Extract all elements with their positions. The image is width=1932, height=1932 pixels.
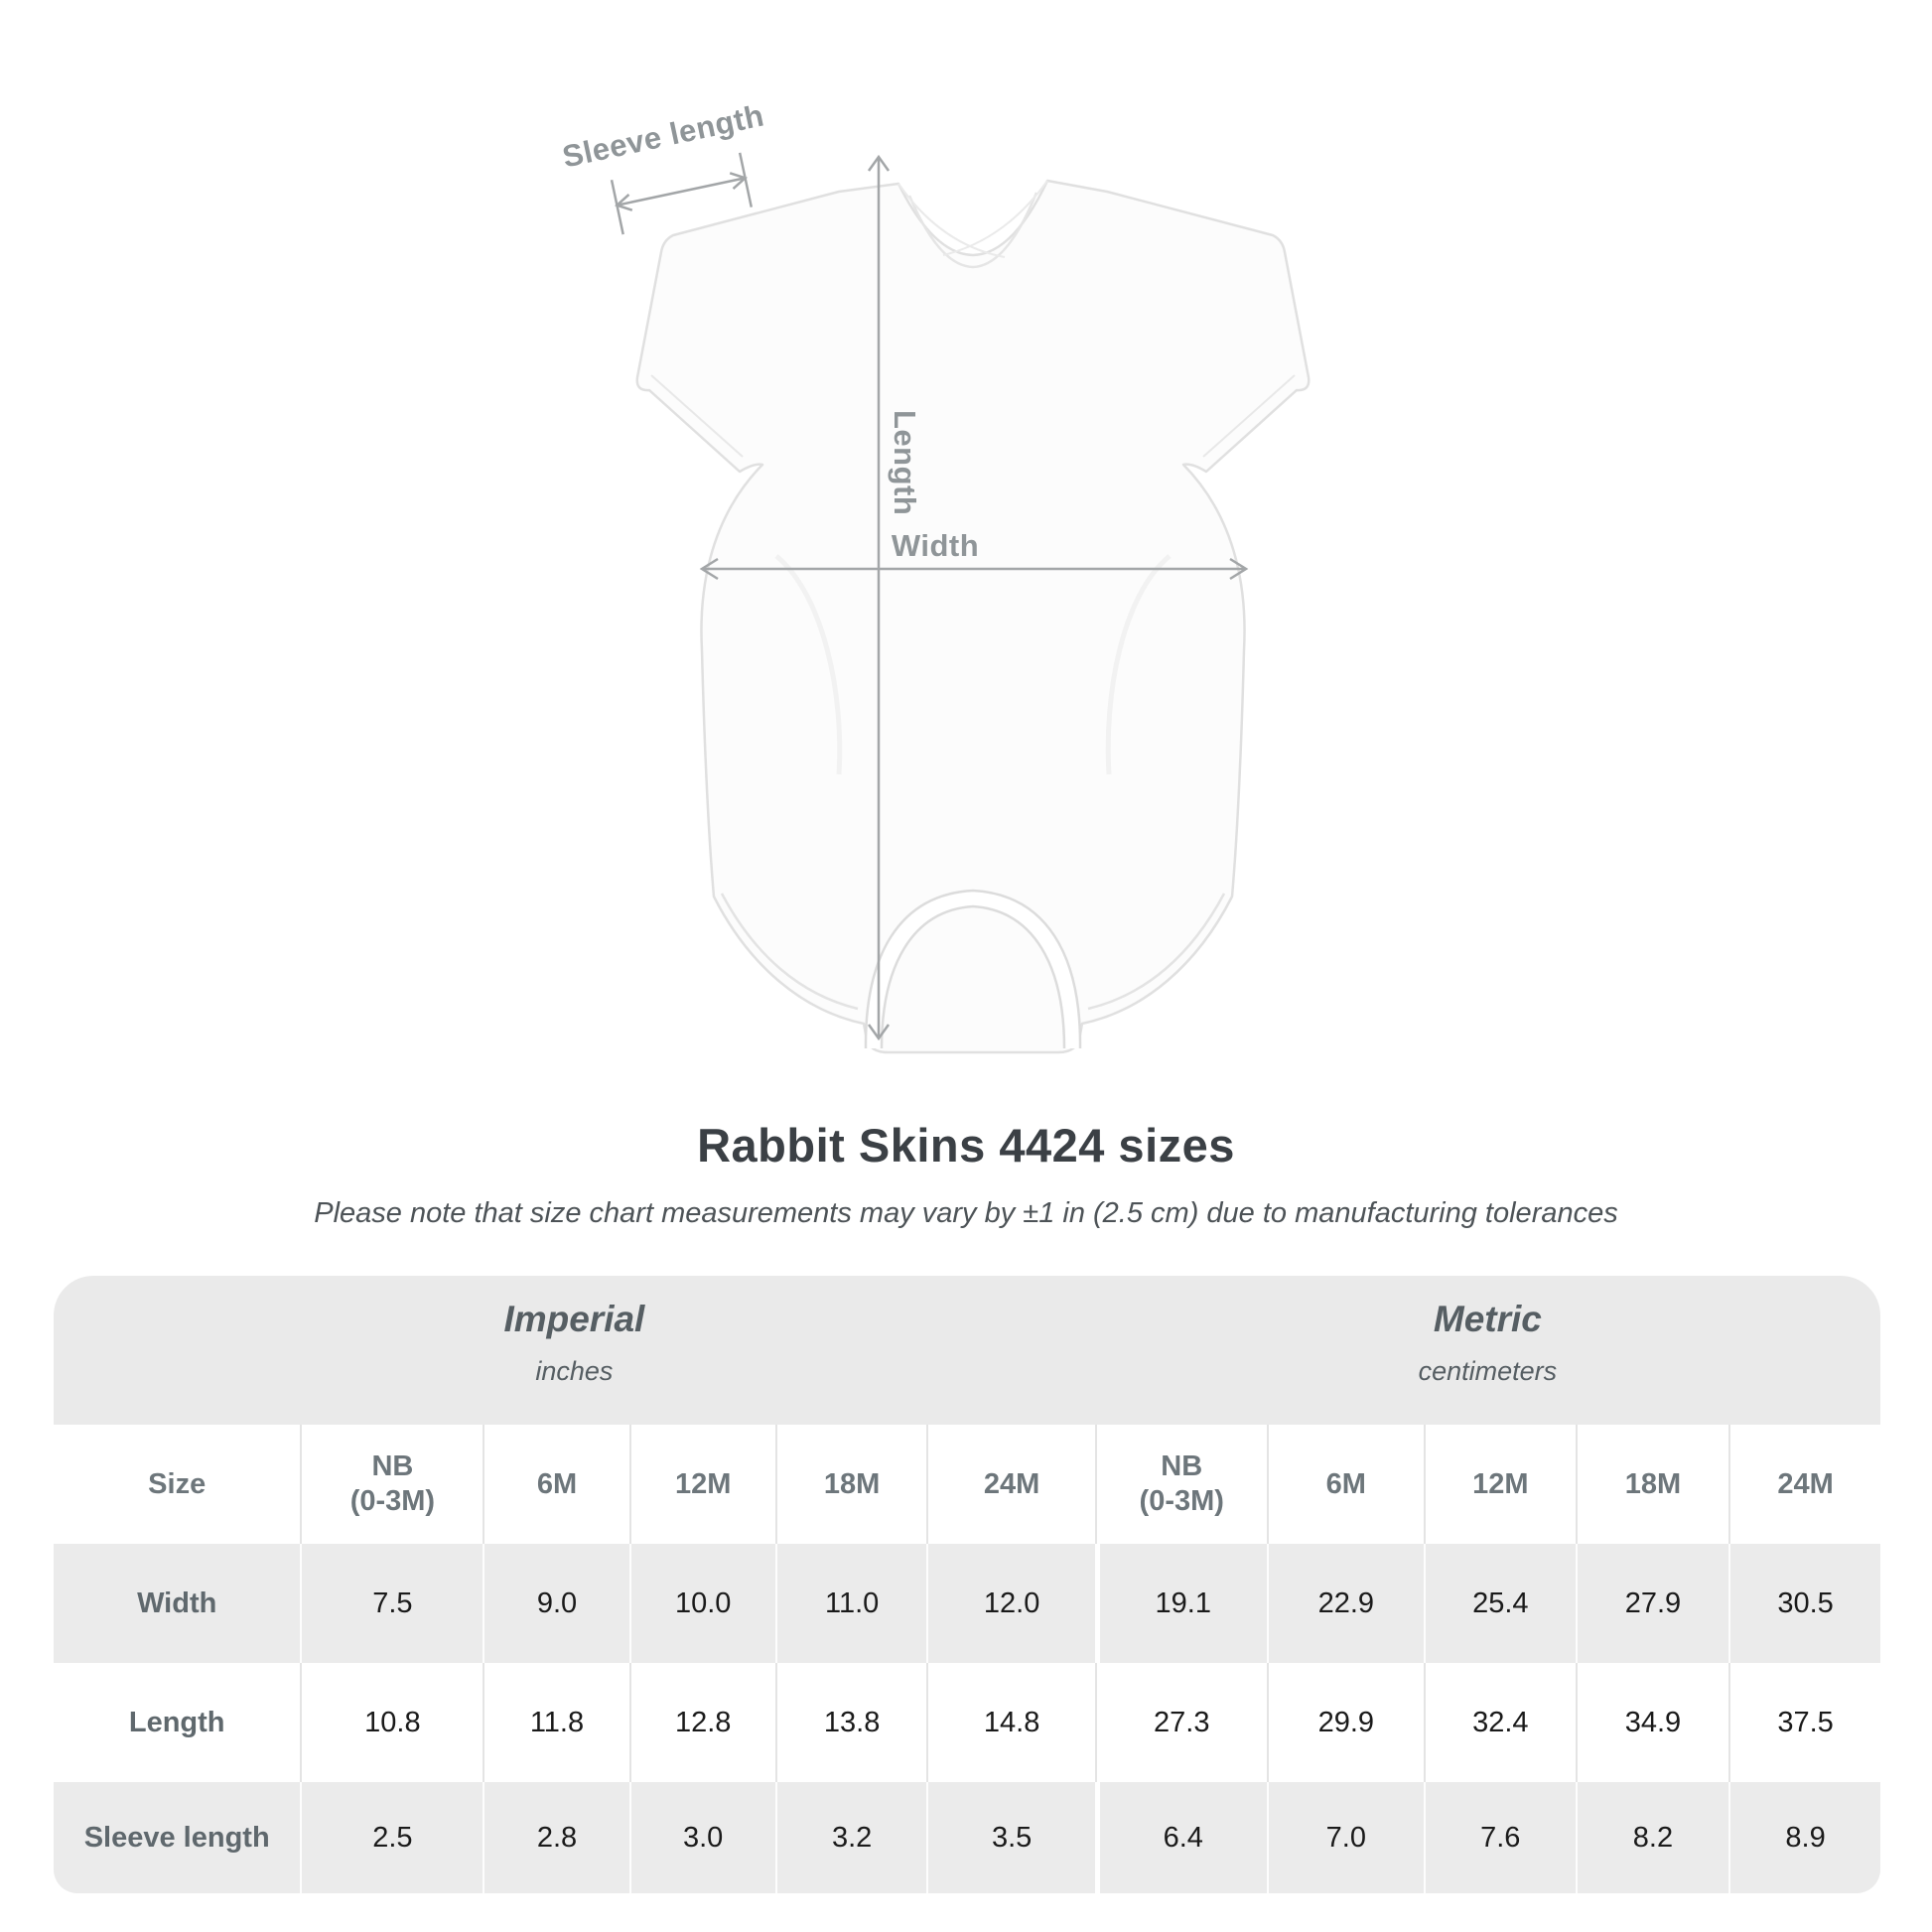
- width-label: Width: [892, 528, 979, 563]
- right-leg-binding-seam: [1087, 893, 1226, 1011]
- row-label: Sleeve length: [83, 1821, 270, 1854]
- length-label: Length: [888, 410, 922, 515]
- arrowhead-right-icon: [1229, 557, 1249, 581]
- table-cell: 7.0: [1266, 1782, 1424, 1893]
- column-header: 18M: [774, 1425, 927, 1544]
- table-cell: 6.4: [1094, 1782, 1267, 1893]
- table-cell: 19.1: [1094, 1544, 1267, 1663]
- table-cell: 27.3: [1094, 1663, 1267, 1782]
- row-label: Width: [137, 1587, 217, 1619]
- table-cell: 7.6: [1423, 1782, 1576, 1893]
- table-cell: 14.8: [926, 1663, 1094, 1782]
- table-cell: 12.0: [926, 1544, 1094, 1663]
- table-cell: 22.9: [1266, 1544, 1424, 1663]
- column-header: 6M: [1266, 1425, 1424, 1544]
- table-cell: 3.0: [628, 1782, 775, 1893]
- imperial-unit: inches: [535, 1355, 614, 1386]
- column-header-line1: 24M: [1777, 1467, 1834, 1500]
- right-lap-shoulder-seam: [942, 180, 1048, 256]
- column-header-line2: (0-3M): [349, 1485, 436, 1517]
- table-cell: 10.0: [628, 1544, 775, 1663]
- imperial-section-header: Imperial inches: [54, 1268, 1095, 1417]
- column-header-line1: NB: [1161, 1450, 1203, 1483]
- table-cell: 3.2: [774, 1782, 927, 1893]
- table-header-row: Size NB (0-3M) 6M 12M 18M 24M NB (0-3M) 6M…: [54, 1425, 1880, 1544]
- column-header: 18M: [1575, 1425, 1729, 1544]
- left-leg-binding-seam: [720, 893, 859, 1011]
- table-cell: 7.5: [300, 1544, 483, 1663]
- row-label: Length: [128, 1706, 225, 1738]
- snap-flap-inner-seam: [880, 904, 1066, 1049]
- column-header-line1: 12M: [674, 1467, 732, 1500]
- column-header-line1: NB: [371, 1450, 414, 1483]
- table-cell: 11.0: [774, 1544, 927, 1663]
- table-cell: 10.8: [300, 1663, 483, 1782]
- column-header-line1: 18M: [1624, 1467, 1682, 1500]
- size-table: Imperial inches Metric centimeters Size …: [54, 1276, 1880, 1893]
- page-title: Rabbit Skins 4424 sizes: [697, 1119, 1235, 1172]
- table-row-length: Length 10.8 11.8 12.8 13.8 14.8 27.3 29.…: [54, 1663, 1880, 1782]
- extension-tick-right: [738, 152, 754, 207]
- table-cell: 25.4: [1423, 1544, 1576, 1663]
- column-header: NB (0-3M): [300, 1425, 483, 1544]
- tolerance-note: Please note that size chart measurements…: [314, 1197, 1618, 1229]
- table-cell: 27.9: [1575, 1544, 1729, 1663]
- extension-tick-left: [610, 180, 624, 235]
- width-dimension: [699, 557, 1249, 581]
- table-cell: 34.9: [1575, 1663, 1729, 1782]
- arrowhead-left-icon: [699, 557, 719, 581]
- left-sleeve-hem-seam: [650, 374, 744, 458]
- length-dimension: [867, 154, 891, 1041]
- column-header-line1: 18M: [823, 1467, 881, 1500]
- table-cell: 29.9: [1266, 1663, 1424, 1782]
- table-cell: 30.5: [1728, 1544, 1880, 1663]
- table-cell: 9.0: [483, 1544, 628, 1663]
- imperial-title: Imperial: [503, 1298, 645, 1339]
- table-cell: 13.8: [774, 1663, 927, 1782]
- table-cell: 8.9: [1728, 1782, 1880, 1893]
- table-cell: 32.4: [1423, 1663, 1576, 1782]
- size-column-header: Size: [148, 1467, 207, 1500]
- column-header: 24M: [926, 1425, 1094, 1544]
- column-header-line1: 24M: [983, 1467, 1040, 1500]
- fabric-fold-right: [1105, 554, 1172, 775]
- table-cell: 12.8: [628, 1663, 775, 1782]
- left-lap-shoulder-seam: [897, 183, 1006, 258]
- column-header-line1: 6M: [536, 1467, 578, 1500]
- table-row-width: Width 7.5 9.0 10.0 11.0 12.0 19.1 22.9 2…: [54, 1544, 1880, 1663]
- fabric-fold-left: [774, 554, 843, 775]
- column-header-line1: 6M: [1325, 1467, 1366, 1500]
- arrowhead-down-icon: [867, 1024, 891, 1041]
- right-sleeve-hem-seam: [1202, 374, 1296, 458]
- arrowhead-up-icon: [867, 154, 891, 172]
- neckband-seam: [907, 192, 1038, 269]
- metric-unit: centimeters: [1418, 1355, 1558, 1386]
- onesie-illustration: [635, 179, 1311, 1054]
- table-cell: 37.5: [1728, 1663, 1880, 1782]
- table-cell: 2.8: [483, 1782, 628, 1893]
- table-cell: 8.2: [1575, 1782, 1729, 1893]
- column-header-line1: 12M: [1472, 1467, 1529, 1500]
- metric-title: Metric: [1433, 1298, 1542, 1339]
- onesie-body-outline: [635, 179, 1311, 1054]
- column-header: 24M: [1728, 1425, 1880, 1544]
- onesie-size-diagram: Sleeve length Length Width: [559, 97, 1311, 1054]
- table-cell: 11.8: [483, 1663, 628, 1782]
- sleeve-length-label: Sleeve length: [559, 97, 766, 174]
- metric-section-header: Metric centimeters: [1095, 1268, 1880, 1417]
- table-row-sleeve-length: Sleeve length 2.5 2.8 3.0 3.2 3.5 6.4 7.…: [54, 1782, 1880, 1893]
- column-header: 12M: [628, 1425, 775, 1544]
- column-header: NB (0-3M): [1094, 1425, 1267, 1544]
- column-header-line2: (0-3M): [1139, 1485, 1224, 1517]
- table-cell: 2.5: [300, 1782, 483, 1893]
- sleeve-dimension-line: [617, 177, 746, 207]
- column-header: 12M: [1423, 1425, 1576, 1544]
- table-cell: 3.5: [926, 1782, 1094, 1893]
- column-header: 6M: [483, 1425, 628, 1544]
- unit-header-band: Imperial inches Metric centimeters: [54, 1276, 1880, 1425]
